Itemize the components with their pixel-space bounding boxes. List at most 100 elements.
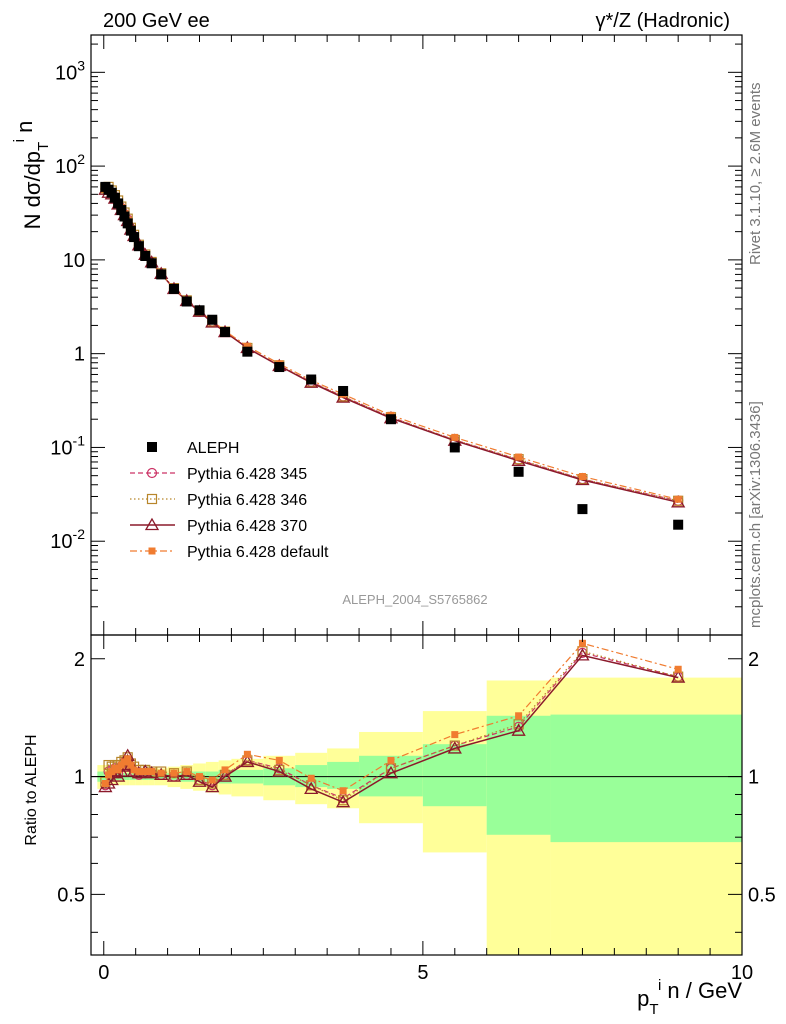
main-aleph-data-point bbox=[673, 519, 684, 530]
stat-band-bin bbox=[550, 714, 742, 843]
main-aleph-data-point bbox=[113, 198, 124, 209]
ratio-pythia-6-428-370-point bbox=[304, 781, 319, 795]
legend-marker bbox=[144, 517, 160, 531]
legend-label: Pythia 6.428 346 bbox=[187, 492, 307, 509]
main-y-axis-label: N dσ/dpTi n bbox=[11, 121, 52, 230]
ratio-pythia-6-428-370-point bbox=[671, 670, 686, 683]
ratio-pythia-6-428-default-point bbox=[135, 768, 143, 776]
ratio-pythia-6-428-default-point bbox=[339, 787, 347, 795]
header-left-title: 200 GeV ee bbox=[103, 10, 210, 32]
legend-marker bbox=[147, 442, 157, 452]
ratio-pythia-6-428-default-point bbox=[114, 766, 122, 774]
ratio-pythia-6-428-370-point bbox=[192, 774, 207, 787]
main-aleph-data-point bbox=[133, 241, 144, 252]
axes-layer: 10-2 10-1 1 10 102 103 0 5 10 0.5 0.5 1 1 2 2 N dσ/dpTi… bbox=[11, 34, 776, 1018]
ratio-pythia-6-428-370-point bbox=[335, 794, 351, 808]
ratio-y-tick-label: 1 bbox=[74, 767, 85, 789]
x-axis-label: pTi n / GeV bbox=[637, 977, 742, 1018]
main-aleph-data-point bbox=[181, 296, 192, 307]
ratio-pythia-6-428-default-point bbox=[101, 780, 109, 788]
main-aleph-data-point bbox=[156, 269, 167, 280]
stat-band-bin bbox=[422, 744, 487, 807]
ratio-pythia-6-428-default-point bbox=[387, 756, 395, 764]
main-aleph-data-point bbox=[125, 225, 136, 236]
ratio-x-tick-label: 10 bbox=[731, 962, 753, 984]
ratio-pythia-6-428-default-point bbox=[307, 774, 315, 782]
main-y-tick-label: 1 bbox=[74, 344, 85, 366]
ratio-y-tick-label: 2 bbox=[74, 649, 85, 671]
main-aleph-data-point bbox=[109, 192, 120, 203]
main-aleph-data-point bbox=[385, 414, 396, 425]
header-right-title: γ*/Z (Hadronic) bbox=[596, 10, 730, 32]
legend-label: ALEPH bbox=[187, 440, 239, 457]
legend-label: Pythia 6.428 345 bbox=[187, 466, 307, 483]
main-y-tick-label: 10 bbox=[63, 250, 85, 272]
main-pythia-6-428-default-point bbox=[451, 433, 459, 441]
ratio-pythia-6-428-default-point bbox=[243, 750, 251, 758]
ratio-x-tick-label: 0 bbox=[98, 962, 109, 984]
ratio-pythia-6-428-default-point bbox=[221, 766, 229, 774]
main-aleph-data-point bbox=[140, 250, 151, 261]
ratio-pythia-6-428-default-point bbox=[674, 665, 682, 673]
main-y-tick-label: 10-1 bbox=[50, 432, 85, 459]
main-aleph-data-point bbox=[168, 283, 179, 294]
main-aleph-data-point bbox=[194, 305, 205, 316]
ratio-y-tick-label-right: 0.5 bbox=[748, 884, 776, 906]
main-y-tick-label: 10-2 bbox=[50, 526, 85, 553]
ratio-pythia-6-428-370-point bbox=[575, 648, 590, 661]
ratio-y-tick-label-right: 2 bbox=[748, 649, 759, 671]
legend-marker bbox=[146, 493, 158, 505]
ratio-pythia-6-428-346-point bbox=[449, 740, 460, 751]
ratio-pythia-6-428-default-point bbox=[127, 761, 135, 769]
ratio-plot-frame bbox=[90, 634, 743, 956]
ratio-uncertainty-bands bbox=[91, 677, 742, 955]
main-aleph-data-point bbox=[122, 218, 133, 229]
ratio-y-axis-label: Ratio to ALEPH bbox=[23, 734, 40, 845]
main-pythia-6-428-default-point bbox=[515, 453, 523, 461]
legend-marker bbox=[148, 547, 156, 555]
ratio-pythia-6-428-370-point bbox=[383, 765, 399, 779]
ratio-pythia-6-428-370-point bbox=[447, 741, 462, 754]
main-pythia-6-428-default-line bbox=[105, 188, 679, 500]
ratio-pythia-6-428-default-point bbox=[130, 766, 138, 774]
main-aleph-data-point bbox=[242, 346, 253, 357]
main-aleph-data-point bbox=[146, 258, 157, 269]
main-pythia-6-428-default-point bbox=[578, 472, 586, 480]
main-pythia-6-428-default-point bbox=[243, 342, 251, 350]
ratio-pythia-6-428-default-point bbox=[157, 769, 165, 777]
ratio-pythia-6-428-default-point bbox=[451, 731, 459, 739]
main-aleph-data-point bbox=[119, 211, 130, 222]
main-series-layer bbox=[98, 181, 686, 530]
ratio-pythia-6-428-default-point bbox=[148, 768, 156, 776]
ratio-pythia-6-428-default-point bbox=[141, 768, 149, 776]
main-aleph-data-point bbox=[306, 374, 317, 385]
ratio-pythia-6-428-default-point bbox=[183, 768, 191, 776]
ratio-y-tick-label-right: 1 bbox=[748, 767, 759, 789]
ratio-series-layer bbox=[98, 639, 686, 808]
legend-label: Pythia 6.428 default bbox=[187, 544, 329, 561]
main-aleph-data-point bbox=[449, 442, 460, 453]
main-y-tick-label: 102 bbox=[55, 151, 85, 178]
ratio-x-tick-label: 5 bbox=[417, 962, 428, 984]
legend: ALEPH Pythia 6.428 345 Pythia 6.428 346 Pyt… bbox=[130, 440, 329, 561]
ratio-pythia-6-428-370-point bbox=[511, 723, 526, 736]
main-aleph-data-point bbox=[220, 327, 231, 338]
main-aleph-data-point bbox=[338, 385, 349, 396]
main-aleph-data-point bbox=[274, 362, 285, 373]
main-aleph-data-point bbox=[129, 232, 140, 243]
ratio-pythia-6-428-370-point bbox=[240, 754, 255, 768]
ratio-pythia-6-428-default-point bbox=[170, 769, 178, 777]
legend-label: Pythia 6.428 370 bbox=[187, 518, 307, 535]
ratio-pythia-6-428-default-point bbox=[196, 773, 203, 781]
ratio-pythia-6-428-370-point bbox=[217, 769, 233, 782]
ratio-y-tick-label: 0.5 bbox=[57, 884, 85, 906]
legend-marker bbox=[146, 467, 158, 479]
ratio-pythia-6-428-default-point bbox=[208, 776, 216, 784]
main-aleph-data-point bbox=[116, 205, 127, 216]
ratio-pythia-6-428-default-point bbox=[275, 756, 283, 764]
ratio-pythia-6-428-default-point bbox=[578, 639, 586, 647]
main-aleph-data-point bbox=[577, 504, 588, 515]
side-text-mcplots: mcplots.cern.ch [arXiv:1306.3436] bbox=[747, 401, 764, 628]
main-pythia-6-428-default-point bbox=[674, 495, 682, 503]
